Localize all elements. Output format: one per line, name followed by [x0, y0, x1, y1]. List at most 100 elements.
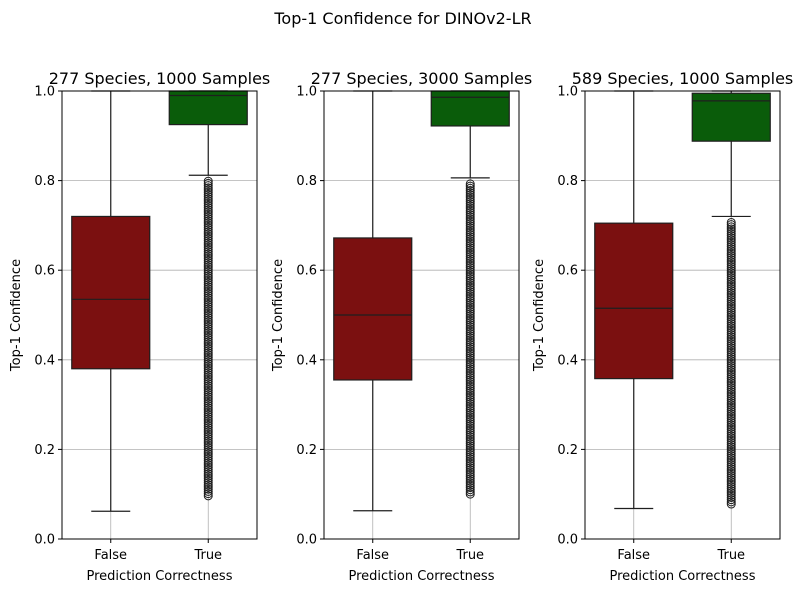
outlier-point: [203, 350, 213, 360]
outlier-point: [203, 385, 213, 395]
outlier-point: [465, 227, 475, 237]
outlier-point: [465, 381, 475, 391]
y-tick-label: 0.2: [557, 443, 578, 458]
outlier-point: [726, 343, 736, 353]
outlier-point: [726, 272, 736, 282]
box-false: [71, 90, 151, 512]
outlier-point: [203, 284, 213, 294]
outlier-point: [465, 487, 475, 497]
outlier-point: [726, 492, 736, 502]
outlier-point: [726, 220, 736, 230]
outlier-point: [465, 219, 475, 229]
outlier-point: [203, 442, 213, 452]
outlier-point: [726, 264, 736, 274]
outlier-point: [726, 290, 736, 300]
outlier-point: [203, 260, 213, 270]
outlier-point: [203, 266, 213, 276]
outlier-point: [465, 465, 475, 475]
outlier-point: [726, 231, 736, 241]
outlier-point: [203, 187, 213, 197]
outlier-point: [465, 179, 475, 189]
outlier-point: [726, 382, 736, 392]
outlier-point: [726, 479, 736, 489]
outlier-point: [203, 227, 213, 237]
outlier-point: [465, 366, 475, 376]
outlier-point: [465, 425, 475, 435]
outlier-point: [203, 381, 213, 391]
outlier-point: [726, 303, 736, 313]
plot-frame: [323, 90, 520, 540]
outlier-point: [203, 304, 213, 314]
outlier-point: [726, 316, 736, 326]
x-tick-label: True: [455, 548, 484, 563]
box-true: [430, 90, 510, 499]
outlier-point: [726, 266, 736, 276]
outlier-point: [726, 418, 736, 428]
outlier-point: [726, 332, 736, 342]
outlier-point: [203, 218, 213, 228]
x-tick-label: False: [94, 548, 127, 563]
outlier-point: [726, 244, 736, 254]
outlier-point: [203, 282, 213, 292]
outlier-point: [726, 466, 736, 476]
outlier-point: [726, 490, 736, 500]
y-tick-label: 0.8: [34, 174, 55, 189]
outlier-point: [203, 253, 213, 263]
outlier-point: [465, 280, 475, 290]
outlier-point: [465, 225, 475, 235]
outlier-point: [203, 262, 213, 272]
outlier-point: [726, 429, 736, 439]
outlier-point: [726, 352, 736, 362]
outlier-point: [203, 401, 213, 411]
outlier-point: [203, 176, 213, 186]
outlier-point: [465, 412, 475, 422]
outlier-point: [203, 409, 213, 419]
outlier-point: [465, 221, 475, 231]
outlier-point: [203, 339, 213, 349]
outlier-point: [203, 313, 213, 323]
outlier-point: [203, 277, 213, 287]
outlier-point: [726, 444, 736, 454]
outlier-point: [465, 236, 475, 246]
y-tick-label: 0.8: [296, 174, 317, 189]
outlier-point: [203, 354, 213, 364]
outlier-point: [465, 447, 475, 457]
outlier-point: [726, 226, 736, 236]
outlier-point: [726, 457, 736, 467]
outlier-point: [203, 189, 213, 199]
outlier-point: [203, 458, 213, 468]
x-tick-label: True: [193, 548, 222, 563]
outlier-point: [726, 442, 736, 452]
outlier-point: [465, 333, 475, 343]
outlier-point: [726, 363, 736, 373]
outlier-point: [465, 340, 475, 350]
outlier-point: [465, 243, 475, 253]
outlier-point: [726, 435, 736, 445]
outlier-point: [203, 359, 213, 369]
outlier-point: [203, 471, 213, 481]
outlier-point: [726, 310, 736, 320]
outlier-point: [203, 423, 213, 433]
outlier-point: [465, 296, 475, 306]
outlier-point: [465, 441, 475, 451]
outlier-point: [726, 255, 736, 265]
outlier-point: [203, 205, 213, 215]
outlier-point: [203, 390, 213, 400]
outlier-point: [465, 269, 475, 279]
y-tick-label: 0.0: [296, 533, 317, 548]
outlier-point: [465, 337, 475, 347]
outlier-point: [203, 379, 213, 389]
outlier-point: [726, 297, 736, 307]
iqr-box: [430, 90, 510, 127]
outlier-point: [203, 240, 213, 250]
outlier-point: [465, 208, 475, 218]
outlier-point: [203, 249, 213, 259]
outlier-point: [203, 185, 213, 195]
outlier-point: [203, 288, 213, 298]
outlier-point: [203, 412, 213, 422]
outlier-point: [726, 275, 736, 285]
y-tick-label: 1.0: [557, 85, 578, 100]
outlier-point: [203, 484, 213, 494]
outlier-point: [465, 392, 475, 402]
outlier-point: [726, 459, 736, 469]
